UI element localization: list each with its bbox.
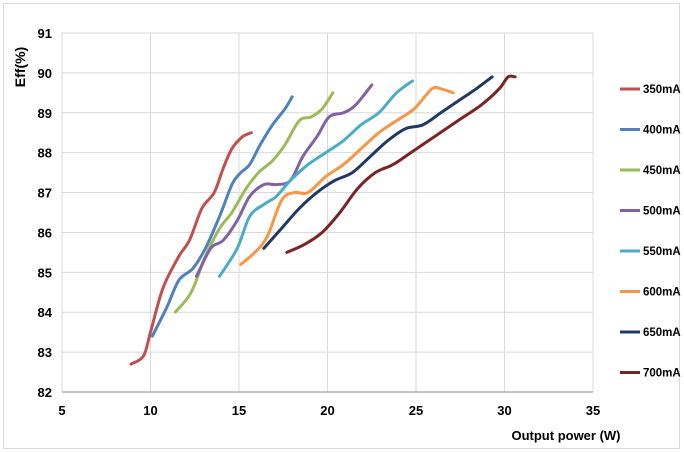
series-line-500mA xyxy=(195,83,374,278)
legend-label-400mA: 400mA xyxy=(643,125,681,137)
series-line-650mA xyxy=(262,75,494,250)
x-axis-label: Output power (W) xyxy=(511,428,620,443)
series-line-550mA xyxy=(218,79,414,278)
y-tick-label: 91 xyxy=(38,26,52,41)
x-tick-label: 20 xyxy=(320,403,334,418)
x-tick-label: 35 xyxy=(586,403,600,418)
legend-label-550mA: 550mA xyxy=(643,246,681,258)
series-line-350mA xyxy=(129,131,253,366)
y-axis-label: Eff(%) xyxy=(12,47,28,87)
x-tick-label: 10 xyxy=(143,403,157,418)
y-tick-label: 85 xyxy=(38,265,52,280)
y-tick-label: 87 xyxy=(38,186,52,201)
x-tick-label: 30 xyxy=(497,403,511,418)
y-tick-label: 88 xyxy=(38,146,52,161)
y-tick-label: 89 xyxy=(38,106,52,121)
legend-label-700mA: 700mA xyxy=(643,368,681,380)
x-tick-label: 25 xyxy=(409,403,423,418)
legend-label-350mA: 350mA xyxy=(643,84,681,96)
gridlines xyxy=(61,32,594,393)
legend-label-450mA: 450mA xyxy=(643,165,681,177)
x-tick-label: 15 xyxy=(232,403,246,418)
series-lines xyxy=(129,74,517,366)
series-line-400mA xyxy=(150,95,294,338)
legend: 350mA 400mA 450mA 500mA 550mA 600mA 650mA 700mA xyxy=(620,84,681,380)
legend-label-500mA: 500mA xyxy=(643,206,681,218)
series-line-600mA xyxy=(239,85,455,266)
legend-label-650mA: 650mA xyxy=(643,327,681,339)
axes: 5 10 15 20 25 30 35 82 83 84 85 86 87 88 89 90 91 xyxy=(38,26,601,418)
series-line-450mA xyxy=(173,91,335,314)
y-tick-label: 84 xyxy=(38,305,53,320)
legend-label-600mA: 600mA xyxy=(643,287,681,299)
y-tick-label: 86 xyxy=(38,225,52,240)
series-line-700mA xyxy=(285,74,517,254)
x-tick-label: 5 xyxy=(58,403,65,418)
y-tick-label: 82 xyxy=(38,385,52,400)
y-tick-label: 90 xyxy=(38,66,52,81)
chart-frame xyxy=(3,3,680,449)
y-tick-label: 83 xyxy=(38,345,52,360)
